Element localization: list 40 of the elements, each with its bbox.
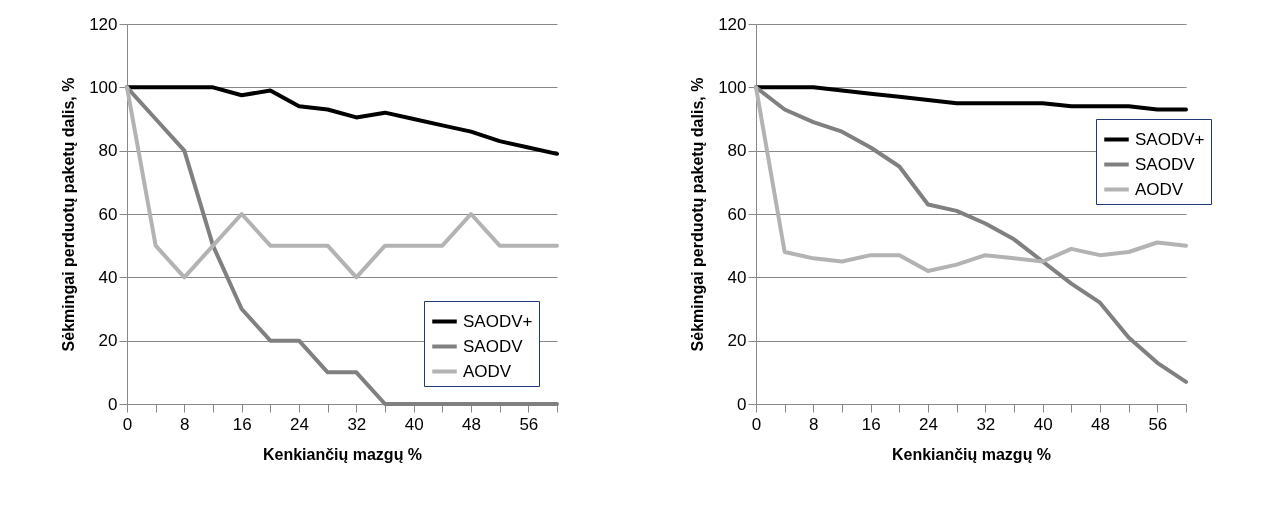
x-tick-label: 16 [861, 414, 881, 434]
legend-label: SAODV [1135, 154, 1196, 174]
y-tick-label: 100 [718, 77, 747, 97]
x-tick-label: 16 [232, 414, 252, 434]
legend-label: SAODV [463, 336, 524, 356]
x-tick-label: 8 [180, 414, 190, 434]
x-tick-label: 0 [751, 414, 762, 434]
x-tick-label: 8 [809, 414, 819, 434]
x-tick-label: 40 [404, 414, 424, 434]
x-tick-label: 32 [976, 414, 996, 434]
x-tick-label: 48 [1091, 414, 1110, 434]
y-tick-label: 120 [718, 14, 747, 34]
y-tick-label: 20 [727, 331, 747, 351]
y-tick-label: 60 [98, 204, 118, 224]
x-tick-label: 24 [290, 414, 309, 434]
y-tick-label: 40 [98, 267, 118, 287]
x-tick-label: 24 [919, 414, 938, 434]
x-tick-label: 40 [1033, 414, 1053, 434]
x-tick-label: 56 [1148, 414, 1168, 434]
y-tick-label: 20 [98, 331, 118, 351]
x-tick-label: 48 [462, 414, 481, 434]
y-tick-label: 80 [727, 141, 747, 161]
y-axis-title: Sėkmingai perduotų paketų dalis, % [689, 77, 707, 352]
legend-label: SAODV+ [1135, 129, 1205, 149]
x-tick-label: 0 [122, 414, 133, 434]
legend-label: AODV [1135, 179, 1184, 199]
y-tick-label: 0 [108, 394, 118, 414]
y-axis-title: Sėkmingai perduotų paketų dalis, % [60, 77, 78, 352]
x-tick-label: 56 [519, 414, 539, 434]
x-tick-label: 32 [347, 414, 367, 434]
y-tick-label: 40 [727, 267, 747, 287]
legend-label: SAODV+ [463, 311, 533, 331]
y-tick-label: 80 [98, 141, 118, 161]
x-axis-title: Kenkiančių mazgų % [262, 445, 423, 463]
y-tick-label: 0 [737, 394, 747, 414]
y-tick-label: 120 [89, 14, 118, 34]
x-axis-title: Kenkiančių mazgų % [891, 445, 1052, 463]
legend-label: AODV [463, 361, 512, 381]
y-tick-label: 60 [727, 204, 747, 224]
y-tick-label: 100 [89, 77, 118, 97]
